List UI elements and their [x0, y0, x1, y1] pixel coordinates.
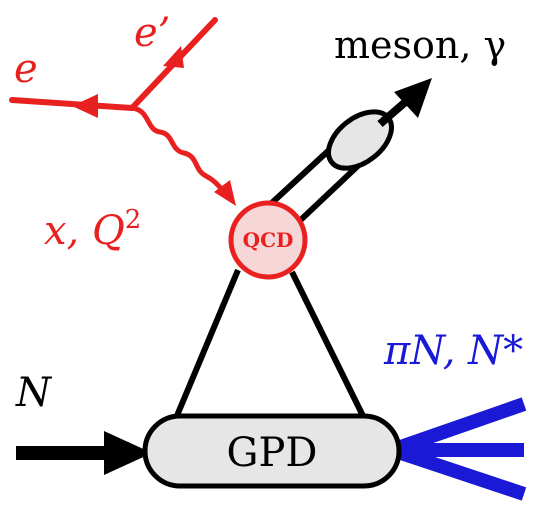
- incoming-electron-line: [9, 97, 135, 111]
- meson-arrow-icon: [394, 78, 432, 118]
- virtual-photon-arrow-icon: [214, 180, 236, 206]
- incoming-electron-arrow-icon: [72, 94, 98, 118]
- kinematics-label: x, Q2: [44, 205, 141, 254]
- quark-lines: [173, 268, 367, 420]
- gpd-label: GPD: [227, 430, 318, 476]
- nucleon-arrow-icon: [104, 431, 152, 475]
- qcd-label: QCD: [243, 228, 294, 252]
- outgoing-electron-arrow-icon: [163, 46, 184, 68]
- virtual-photon-line: [131, 105, 230, 198]
- final-state-lines: [389, 397, 527, 501]
- electron-out-label: e’: [134, 10, 170, 56]
- qcd-vertex: [228, 200, 308, 280]
- electron-lines: [9, 17, 218, 111]
- meson-photon-label: meson, γ: [334, 23, 506, 67]
- nucleon-label: N: [15, 370, 53, 416]
- kinematics-superscript: 2: [125, 205, 142, 235]
- electron-in-label: e: [14, 46, 38, 92]
- gpd-blob: [142, 413, 402, 489]
- final-state-label: πN, N*: [383, 328, 523, 374]
